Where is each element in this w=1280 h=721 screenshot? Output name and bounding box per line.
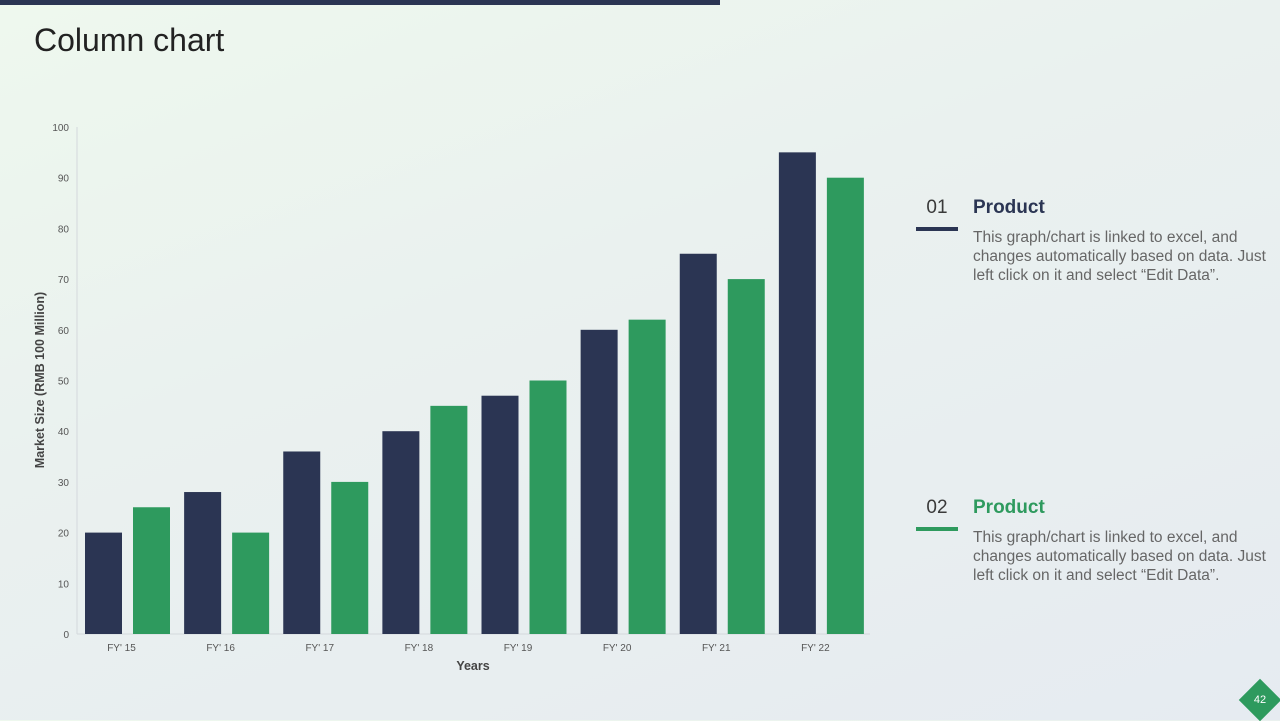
top-accent-bar: [0, 0, 720, 5]
x-tick-label: FY' 17: [305, 643, 334, 654]
x-tick-label: FY' 15: [107, 643, 136, 654]
legend-item-1-text: This graph/chart is linked to excel, and…: [973, 229, 1266, 284]
page-number: 42: [1253, 694, 1267, 706]
legend-item-2-heading: Product: [973, 497, 1045, 518]
legend-item-2-text: This graph/chart is linked to excel, and…: [973, 529, 1266, 584]
y-tick-label: 20: [58, 529, 70, 540]
legend-item-2-number: 02: [926, 497, 948, 518]
x-axis-label: Years: [456, 659, 489, 673]
bar-series1-3: [382, 431, 420, 634]
page-number-badge: 42: [1238, 678, 1280, 721]
bar-series2-6: [727, 279, 765, 634]
legend-item-1-underline: [916, 227, 958, 231]
bar-series2-4: [529, 380, 567, 634]
y-tick-label: 30: [58, 478, 70, 489]
y-tick-label: 10: [58, 579, 70, 590]
slide-title: Column chart: [34, 22, 225, 58]
bar-series1-2: [283, 451, 321, 634]
y-tick-label: 100: [52, 123, 69, 134]
legend-item-2-underline: [916, 527, 958, 531]
bar-series1-7: [778, 152, 816, 634]
x-tick-label: FY' 22: [801, 643, 830, 654]
y-tick-label: 70: [58, 275, 70, 286]
y-tick-label: 40: [58, 427, 70, 438]
y-tick-label: 60: [58, 326, 70, 337]
bar-series1-6: [679, 253, 717, 634]
legend-item-1-number: 01: [926, 197, 948, 218]
x-tick-label: FY' 21: [702, 643, 731, 654]
y-tick-label: 90: [58, 174, 70, 185]
bar-series2-0: [133, 507, 170, 634]
x-tick-label: FY' 19: [504, 643, 533, 654]
legend-item-1-heading: Product: [973, 197, 1045, 218]
column-chart: 0 10 20 30 40 50 60 70 80 90 100 FY' 15 FY' 16 FY' 17…: [33, 123, 870, 673]
y-axis-label: Market Size (RMB 100 Million): [33, 292, 47, 468]
x-tick-label: FY' 20: [603, 643, 632, 654]
bar-series2-5: [628, 319, 666, 634]
x-tick-label: FY' 18: [405, 643, 434, 654]
bar-series2-2: [331, 481, 369, 634]
bar-series1-0: [85, 532, 122, 634]
x-tick-label: FY' 16: [206, 643, 235, 654]
bar-series1-4: [481, 395, 519, 634]
bar-series1-1: [184, 492, 222, 634]
bar-series2-3: [430, 405, 468, 634]
y-tick-label: 0: [63, 630, 69, 641]
y-tick-label: 50: [58, 377, 70, 388]
bar-series2-7: [826, 177, 864, 634]
bar-series2-1: [232, 532, 270, 634]
y-tick-label: 80: [58, 224, 70, 235]
bar-series1-5: [580, 329, 618, 634]
